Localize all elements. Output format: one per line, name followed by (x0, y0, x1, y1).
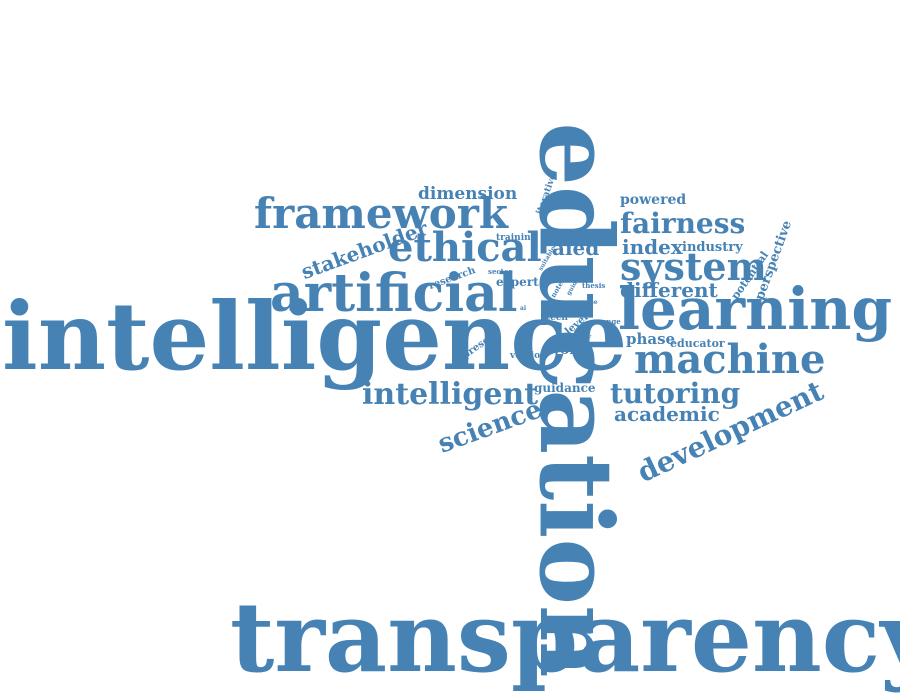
word-framework: framework (254, 189, 508, 238)
word-different: different (620, 278, 718, 302)
word-index: index (622, 235, 683, 259)
word-learning: learning (618, 275, 892, 343)
word-ethical: ethical (388, 224, 542, 271)
word-machine: machine (634, 336, 826, 383)
word-version: version (510, 351, 547, 361)
word-guidance: guidance (534, 381, 596, 395)
word-training: training (496, 233, 537, 243)
word-use: use (586, 299, 598, 306)
word-range: range (598, 317, 621, 326)
word-powered: powered (620, 192, 687, 208)
word-industry: industry (682, 240, 743, 255)
word-intelligence: intelligence (2, 282, 628, 392)
word-ai: ai (520, 305, 527, 312)
word-work: work (566, 311, 583, 318)
word-fairness: fairness (620, 207, 746, 240)
word-phase: phase (626, 330, 676, 348)
word-aied: aied (552, 236, 600, 260)
word-intelligent: intelligent (362, 377, 539, 412)
word-transparency: transparency (230, 581, 900, 694)
word-tutoring: tutoring (610, 377, 741, 410)
word-sector: sector (488, 267, 513, 276)
word-academic: academic (614, 402, 720, 426)
word-world: world (548, 342, 592, 358)
word-tool: tool (544, 307, 558, 314)
word-expert: expert (496, 275, 539, 289)
word-system: system (620, 244, 767, 289)
word-educator: educator (670, 337, 725, 350)
word-safety: safety (568, 332, 592, 341)
word-thesis: thesis (582, 281, 606, 290)
word-tech: tech (546, 313, 568, 323)
word-dimension: dimension (418, 184, 518, 204)
word-artificial: artificial (270, 263, 518, 324)
